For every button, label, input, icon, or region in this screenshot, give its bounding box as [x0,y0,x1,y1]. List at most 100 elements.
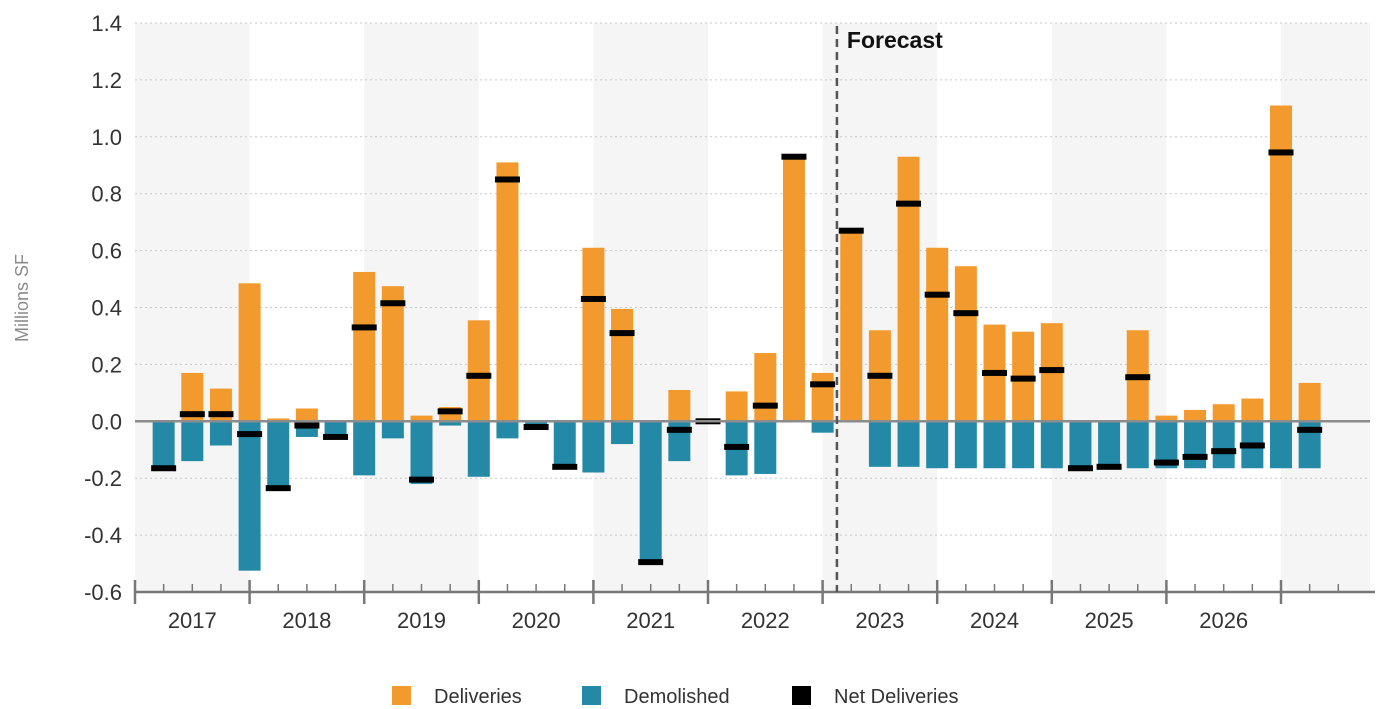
demolished-bar [1212,421,1235,469]
demolished-bar [1040,421,1063,469]
demolished-bar [1270,421,1292,469]
net-deliveries-mark [151,465,177,472]
legend-swatch [792,686,811,705]
net-deliveries-mark [1039,367,1065,374]
demolished-bar [1298,421,1321,469]
net-deliveries-mark [466,372,492,379]
legend-label: Demolished [624,686,730,708]
y-tick-label: 0.4 [91,296,122,321]
demolished-bar [467,421,490,477]
x-year-label: 2020 [512,608,561,633]
demolished-bar [1069,421,1092,469]
deliveries-bar [267,418,290,422]
net-deliveries-mark [724,443,750,450]
deliveries-bar [926,247,949,422]
deliveries-bar [295,408,318,422]
net-deliveries-mark [982,369,1007,376]
net-deliveries-mark [265,485,291,492]
forecast-marker: Forecast [835,26,943,592]
net-deliveries-mark [924,291,950,298]
deliveries-bar [353,271,376,422]
demolished-bar [1155,421,1178,469]
x-year-label: 2024 [970,608,1019,633]
deliveries-bar [782,155,805,422]
x-year-label: 2021 [626,608,675,633]
demolished-bar [811,421,834,433]
deliveries-bar [668,390,691,422]
net-deliveries-mark [896,200,922,207]
demolished-bar [1184,421,1207,469]
net-deliveries-mark [1297,426,1323,433]
demolished-bar [238,421,261,571]
y-tick-label: 0.0 [91,409,122,434]
demolished-bar [868,421,891,467]
demolished-bar [381,421,404,439]
demolished-bar [439,421,462,426]
legend-label: Deliveries [434,686,522,708]
demolished-bar [611,421,634,445]
net-deliveries-mark [638,559,664,566]
net-deliveries-mark [1182,453,1208,460]
deliveries-bar [840,229,863,422]
year-band [1051,23,1167,592]
deliveries-bar [811,372,834,422]
net-deliveries-mark [179,411,205,418]
deliveries-bar [238,283,261,422]
x-year-label: 2018 [282,608,331,633]
grid-lines [135,22,1370,536]
demolished-bar [1126,421,1149,469]
demolished-bar [1098,421,1121,469]
deliveries-bar [1184,409,1207,422]
demolished-bar [983,421,1006,469]
deliveries-bar [1298,382,1321,422]
deliveries-bar [725,391,748,422]
y-tick-label: 1.0 [91,125,122,150]
x-year-label: 2023 [855,608,904,633]
deliveries-bar [611,308,634,422]
legend: Deliveries Demolished Net Deliveries [392,686,958,708]
legend-swatch [392,686,411,705]
net-deliveries-mark [867,372,893,379]
demolished-bar [897,421,920,467]
demolished-bar [267,421,290,487]
deliveries-bar [1270,105,1292,422]
demolished-bar [553,421,576,466]
net-deliveries-mark [237,431,263,438]
x-year-label: 2017 [168,608,217,633]
net-deliveries-mark [1010,375,1036,382]
net-deliveries-mark [838,227,864,234]
net-deliveries-mark [1239,442,1265,449]
demolished-bar [324,421,347,436]
deliveries-bar [582,247,605,422]
x-axis: 2017 2018 2019 2020 2021 2022 2023 2024 2025 2026 [133,580,1375,633]
net-deliveries-mark [1153,459,1179,466]
y-axis: -0.6 -0.4 -0.2 0.0 0.2 0.4 0.6 0.8 1.0 1.2 1.4 [84,11,122,605]
x-year-label: 2026 [1199,608,1248,633]
deliveries-bar [467,320,490,422]
net-marks [151,149,1323,566]
y-tick-label: 0.6 [91,239,122,264]
deliveries-bar [1212,404,1235,422]
net-deliveries-mark [1096,463,1122,470]
net-deliveries-mark [494,176,520,183]
net-deliveries-mark [437,408,463,415]
y-tick-label: 0.2 [91,352,122,377]
y-tick-label: 1.2 [91,68,122,93]
y-tick-label: -0.4 [84,523,122,548]
net-deliveries-mark [409,476,434,483]
deliveries-bar [954,266,977,422]
demolished-bar [496,421,519,439]
deliveries-bar [897,156,920,422]
deliveries-bar [181,372,204,422]
demolished-bar [353,421,376,476]
deliveries-bar [410,415,433,422]
x-year-label: 2022 [741,608,790,633]
net-deliveries-mark [1211,448,1237,455]
y-tick-label: -0.6 [84,580,122,605]
net-deliveries-mark [380,300,406,307]
demolished-bar [209,421,232,446]
demolished-bar [1012,421,1035,469]
bars [152,105,1321,571]
net-deliveries-mark [781,153,807,160]
